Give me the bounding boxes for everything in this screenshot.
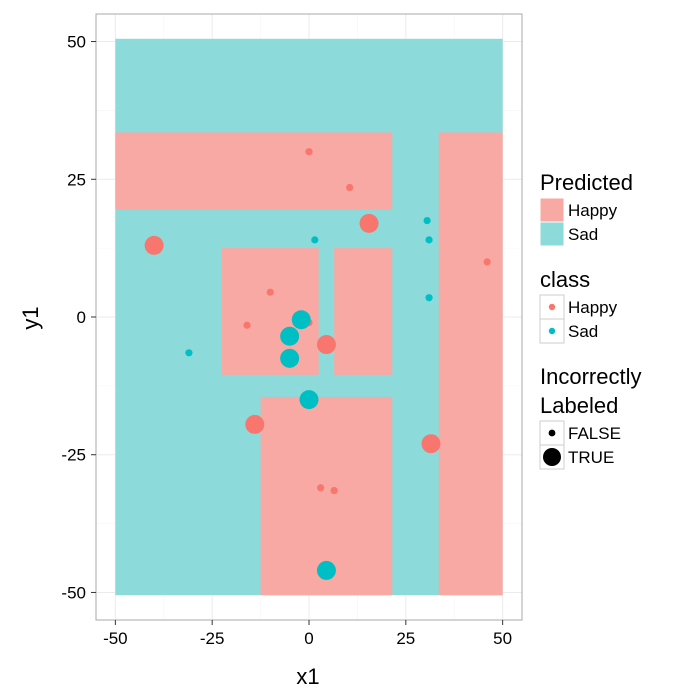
data-point-sad-incorrect (280, 348, 300, 368)
legend: Predicted Happy Sad class Happy Sad Incorrectl… (539, 170, 641, 470)
data-point-happy-incorrect (421, 434, 441, 454)
data-point-sad (425, 294, 433, 302)
data-point-happy (483, 258, 491, 266)
y-tick-label: -25 (61, 446, 86, 465)
axes: x1 y1 -50 -25 0 25 50 -50 -25 0 25 50 (18, 33, 512, 689)
legend-key-size (548, 429, 556, 437)
data-point-happy-incorrect (245, 414, 265, 434)
data-point-sad-incorrect (316, 560, 336, 580)
x-tick-label: 50 (493, 629, 512, 648)
legend-label: Sad (568, 322, 598, 341)
data-point-happy (243, 321, 251, 329)
legend-label: Happy (568, 298, 618, 317)
legend-label: Sad (568, 225, 598, 244)
data-point-happy (305, 148, 313, 156)
data-point-sad (423, 216, 431, 225)
data-point-sad (185, 349, 193, 357)
region-happy (334, 248, 393, 375)
data-point-sad-incorrect (299, 390, 319, 410)
legend-key-box (539, 420, 565, 446)
data-point-happy-incorrect (359, 213, 379, 233)
legend-key-dot (548, 303, 556, 311)
data-point-sad (425, 236, 433, 244)
data-point-happy (346, 183, 354, 192)
legend-title: Labeled (540, 393, 618, 418)
legend-title: Incorrectly (540, 364, 641, 389)
plot-panel (95, 13, 523, 621)
legend-key-size (543, 448, 561, 466)
data-point-sad-incorrect (291, 310, 311, 330)
x-tick-label: 0 (304, 629, 313, 648)
legend-label: TRUE (568, 448, 614, 467)
y-axis-title: y1 (18, 306, 43, 329)
legend-title: Predicted (540, 170, 633, 195)
region-happy (115, 132, 393, 210)
x-tick-label: -50 (103, 629, 128, 648)
data-point-sad (311, 236, 319, 244)
data-point-happy (317, 484, 325, 492)
legend-title: class (540, 267, 590, 292)
region-happy (438, 132, 503, 596)
x-axis-title: x1 (296, 664, 319, 689)
y-tick-label: 50 (67, 33, 86, 52)
x-tick-label: 25 (396, 629, 415, 648)
data-point-happy (330, 486, 338, 495)
legend-label: FALSE (568, 424, 621, 443)
legend-label: Happy (568, 201, 618, 220)
data-point-happy-incorrect (144, 235, 164, 255)
legend-key-fill (539, 197, 565, 223)
y-tick-label: -50 (61, 583, 86, 602)
data-point-sad-incorrect (280, 326, 300, 346)
x-tick-label: -25 (200, 629, 225, 648)
legend-key-fill (539, 221, 565, 247)
data-point-happy-incorrect (316, 335, 336, 355)
y-tick-label: 0 (77, 308, 86, 327)
legend-key-dot (548, 327, 556, 335)
y-tick-label: 25 (67, 170, 86, 189)
data-point-happy (266, 288, 274, 296)
